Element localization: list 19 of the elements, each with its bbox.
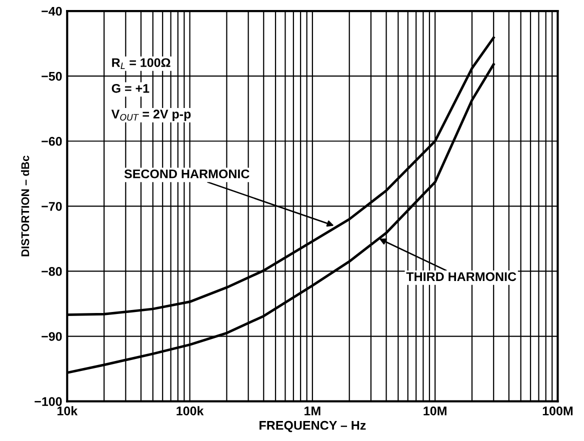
x-tick-label: 100k [176,406,204,416]
annotation: G = +1 [112,84,150,93]
x-tick-label: 1M [304,406,320,416]
x-tick-label: 10M [424,406,446,416]
y-tick-label: −60 [42,136,62,146]
y-tick-label: −80 [42,267,62,276]
y-tick-label: −70 [42,202,62,211]
annotation: SECOND HARMONIC [124,169,250,178]
x-tick-label: 100M [542,406,573,416]
annotation: THIRD HARMONIC [406,272,516,282]
y-tick-label: −50 [42,72,62,81]
y-axis-title: DISTORTION – dBc [21,156,30,256]
y-tick-label: −40 [42,6,62,16]
x-tick-label: 10k [58,406,78,416]
annotation: R$_{L}$ = 100Ω [112,58,170,69]
x-axis-title: FREQUENCY – Hz [260,420,366,432]
y-tick-label: −90 [42,332,62,341]
y-tick-label: −100 [34,397,62,406]
annotation: V$_{OUT}$ = 2V p-p [111,110,191,122]
